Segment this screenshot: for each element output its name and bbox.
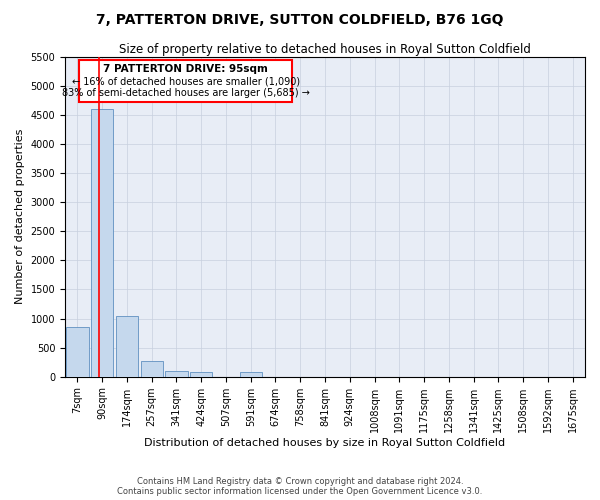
Bar xyxy=(190,372,212,376)
Text: 7, PATTERTON DRIVE, SUTTON COLDFIELD, B76 1GQ: 7, PATTERTON DRIVE, SUTTON COLDFIELD, B7… xyxy=(96,12,504,26)
Bar xyxy=(66,328,89,376)
Y-axis label: Number of detached properties: Number of detached properties xyxy=(15,129,25,304)
Bar xyxy=(91,109,113,376)
X-axis label: Distribution of detached houses by size in Royal Sutton Coldfield: Distribution of detached houses by size … xyxy=(145,438,506,448)
Bar xyxy=(166,371,188,376)
FancyBboxPatch shape xyxy=(79,60,292,102)
Text: Contains HM Land Registry data © Crown copyright and database right 2024.
Contai: Contains HM Land Registry data © Crown c… xyxy=(118,476,482,496)
Bar xyxy=(116,316,138,376)
Bar xyxy=(239,372,262,376)
Title: Size of property relative to detached houses in Royal Sutton Coldfield: Size of property relative to detached ho… xyxy=(119,42,531,56)
Bar xyxy=(140,361,163,376)
Text: 83% of semi-detached houses are larger (5,685) →: 83% of semi-detached houses are larger (… xyxy=(62,88,310,98)
Text: 7 PATTERTON DRIVE: 95sqm: 7 PATTERTON DRIVE: 95sqm xyxy=(103,64,268,74)
Text: ← 16% of detached houses are smaller (1,090): ← 16% of detached houses are smaller (1,… xyxy=(72,76,300,86)
